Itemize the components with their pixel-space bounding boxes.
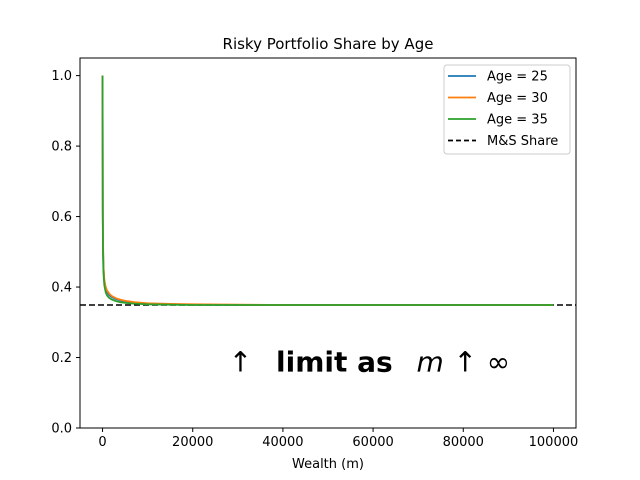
annotation-variable-m: m: [416, 346, 443, 379]
y-tick-label: 0.4: [51, 281, 72, 296]
x-tick-label: 0: [98, 435, 106, 450]
legend: Age = 25 Age = 30 Age = 35 M&S Share: [443, 64, 571, 155]
annotation-limit-text: limit as: [276, 346, 393, 379]
y-tick-label: 1.0: [51, 69, 72, 84]
legend-label-2: Age = 30: [487, 91, 548, 106]
legend-label-4: M&S Share: [487, 134, 558, 149]
legend-box: [443, 64, 571, 155]
x-tick-label: 100000: [529, 435, 579, 450]
x-tick-label: 60000: [352, 435, 393, 450]
axes-frame: [79, 57, 577, 429]
x-tick-label: 20000: [172, 435, 213, 450]
y-tick-label: 0.2: [51, 351, 72, 366]
y-tick-label: 0.6: [51, 210, 72, 225]
x-axis-label: Wealth (m): [292, 457, 364, 472]
annotation-up-arrow-1: ↑: [229, 346, 252, 379]
y-tick-label: 0.0: [51, 422, 72, 437]
x-axis: 0 20000 40000 60000 80000 100000: [98, 428, 578, 450]
series-line-3: [101, 75, 554, 306]
chart-title: Risky Portfolio Share by Age: [223, 35, 434, 53]
x-tick-label: 40000: [262, 435, 303, 450]
legend-label-3: Age = 35: [487, 113, 548, 128]
annotation-up-arrow-2: ↑: [453, 346, 476, 379]
legend-label-1: Age = 25: [487, 70, 548, 85]
plot-area: [80, 75, 576, 306]
y-tick-label: 0.8: [51, 140, 72, 155]
limit-annotation: ↑ limit as m ↑ ∞: [229, 346, 510, 379]
y-axis: 0.0 0.2 0.4 0.6 0.8 1.0: [51, 69, 80, 437]
annotation-infinity: ∞: [487, 346, 510, 379]
x-tick-label: 80000: [443, 435, 484, 450]
